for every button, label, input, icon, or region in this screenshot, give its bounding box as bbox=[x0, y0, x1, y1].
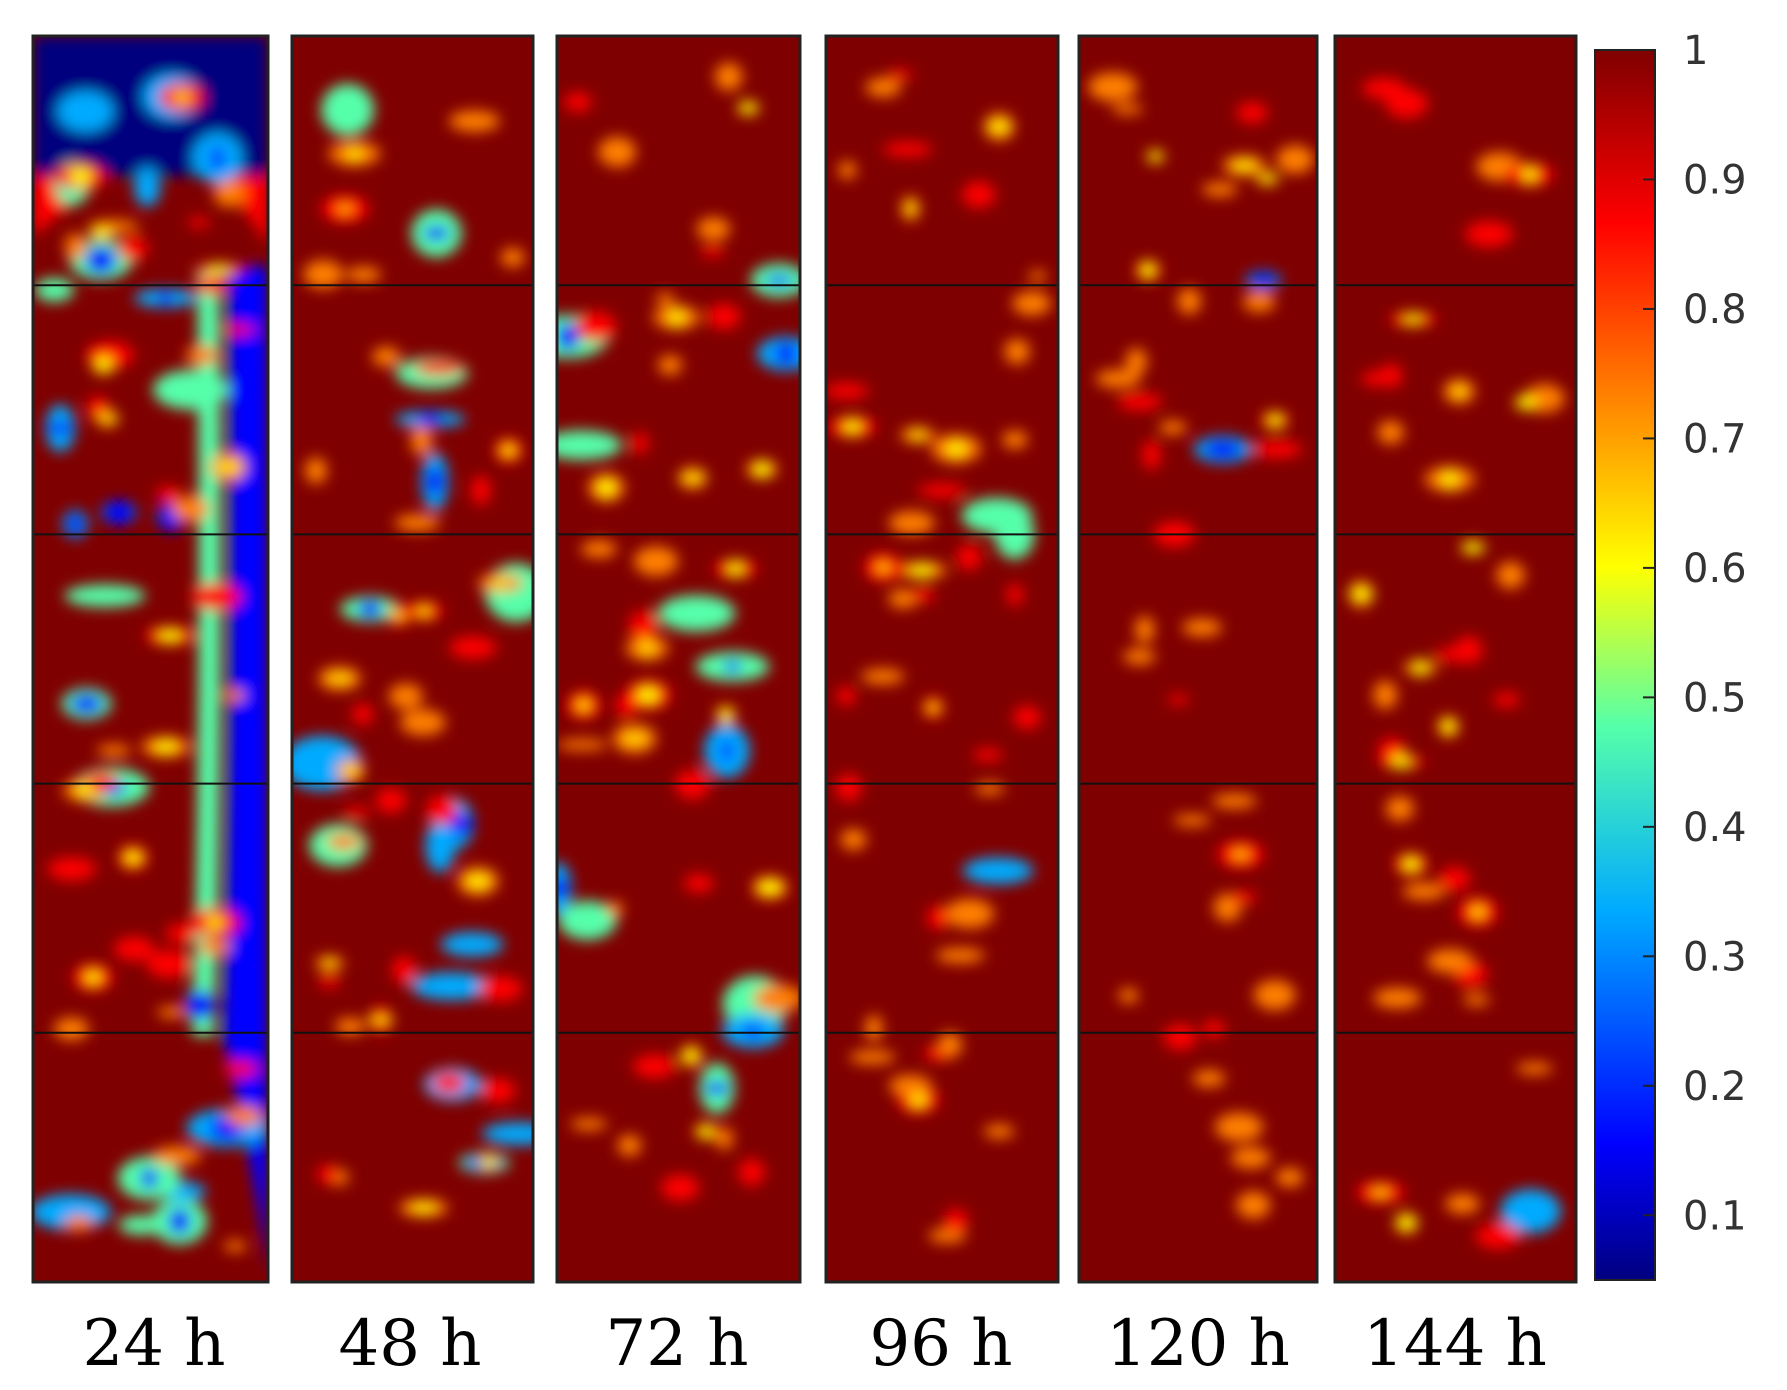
panel-label-24h: 24 h bbox=[83, 1307, 226, 1381]
colorbar-tick-label: 0.1 bbox=[1683, 1193, 1747, 1239]
panel-frame bbox=[31, 34, 270, 1284]
colorbar-gradient bbox=[1594, 49, 1656, 1281]
colorbar-tick-label: 0.8 bbox=[1683, 287, 1747, 333]
heatmap-panel bbox=[1077, 34, 1319, 1284]
panel-frame bbox=[1333, 34, 1578, 1284]
panel-frame bbox=[824, 34, 1060, 1284]
heatmap-panel bbox=[555, 34, 802, 1284]
panel-background bbox=[826, 36, 1058, 1282]
colorbar-tick-label: 0.2 bbox=[1683, 1064, 1747, 1110]
panel-label-120h: 120 h bbox=[1106, 1307, 1290, 1381]
panel-background bbox=[292, 36, 533, 1282]
heatmap-panel bbox=[824, 34, 1060, 1284]
colorbar-tick-label: 0.3 bbox=[1683, 934, 1747, 980]
colorbar-tick-label: 0.5 bbox=[1683, 675, 1747, 721]
heatmap-panel bbox=[290, 34, 535, 1284]
panel-label-144h: 144 h bbox=[1363, 1307, 1547, 1381]
colorbar-ticks: 0.1 0.2 0.3 0.4 0.5 0.6 0.7 0.8 0.9 1 bbox=[1643, 28, 1747, 1239]
colorbar-tick-label: 0.4 bbox=[1683, 805, 1747, 851]
panel-label-72h: 72 h bbox=[606, 1307, 749, 1381]
panel-frame bbox=[290, 34, 535, 1284]
colorbar-tick-label: 1 bbox=[1683, 28, 1708, 74]
colorbar-tick-label: 0.6 bbox=[1683, 546, 1747, 592]
panel-label-96h: 96 h bbox=[870, 1307, 1013, 1381]
heatmap-panels bbox=[31, 34, 1578, 1284]
panel-label-48h: 48 h bbox=[339, 1307, 482, 1381]
colorbar-tick-label: 0.7 bbox=[1683, 416, 1747, 462]
heatmap-panel bbox=[31, 34, 270, 1284]
panel-frame bbox=[1077, 34, 1319, 1284]
panel-background bbox=[1079, 36, 1317, 1282]
panel-labels: 24 h 48 h 72 h 96 h 120 h 144 h bbox=[83, 1307, 1547, 1381]
colorbar: 0.1 0.2 0.3 0.4 0.5 0.6 0.7 0.8 0.9 1 bbox=[1594, 28, 1747, 1281]
panel-frame bbox=[555, 34, 802, 1284]
heatmap-panel bbox=[1333, 34, 1578, 1284]
colorbar-tick-label: 0.9 bbox=[1683, 157, 1747, 203]
